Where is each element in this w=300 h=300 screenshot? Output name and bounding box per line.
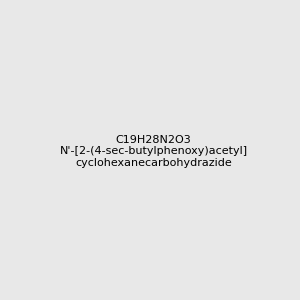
Text: C19H28N2O3
N'-[2-(4-sec-butylphenoxy)acetyl]
cyclohexanecarbohydrazide: C19H28N2O3 N'-[2-(4-sec-butylphenoxy)ace… [60,135,248,168]
